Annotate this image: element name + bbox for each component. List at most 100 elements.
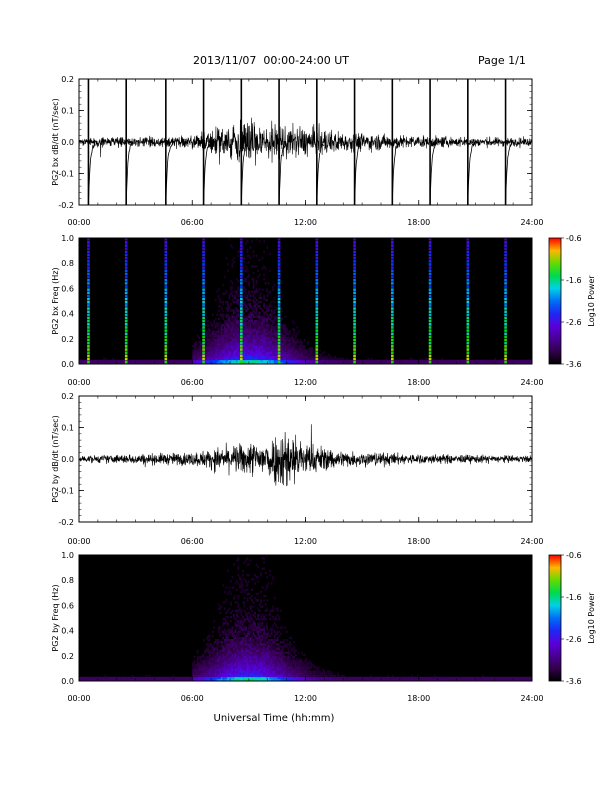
spectrogram-cell — [216, 336, 219, 340]
pulse-column-1-cell — [87, 247, 90, 250]
spectrogram-cell — [242, 666, 244, 669]
spectrogram-cell — [260, 340, 263, 344]
spectrogram-cell — [273, 334, 276, 337]
spectrogram-cell — [230, 303, 232, 306]
spectrogram-cell — [263, 664, 266, 667]
spectrogram-cell — [239, 666, 241, 669]
spectrogram-cell — [223, 643, 226, 646]
spectrogram-cell — [409, 359, 412, 363]
spectrogram-cell — [288, 662, 291, 665]
spectrogram-cell — [230, 670, 232, 673]
spectrogram-cell — [219, 334, 222, 337]
spectrogram-cell — [249, 324, 252, 327]
pulse-column-1-cell — [87, 345, 90, 348]
spectrogram-cell — [196, 349, 199, 352]
spectrogram-cell — [406, 361, 409, 365]
spectrogram-cell — [226, 305, 229, 308]
spectrogram-cell — [198, 668, 201, 671]
spectrogram-cell — [255, 674, 258, 678]
spectrogram-cell — [233, 359, 235, 363]
spectrogram-cell — [160, 361, 163, 365]
spectrogram-cell — [239, 660, 241, 663]
spectrogram-cell — [231, 674, 234, 678]
pulse-column-9-cell — [391, 263, 394, 266]
spectrogram-cell — [275, 639, 278, 642]
spectrogram-cell — [254, 657, 256, 661]
spectrogram-cell — [297, 357, 300, 361]
spectrogram-cell — [213, 330, 216, 333]
spectrogram-cell — [228, 649, 231, 652]
spectrogram-cell — [264, 613, 267, 617]
pulse-column-12-cell — [504, 338, 507, 342]
spectrogram-cell — [216, 674, 219, 678]
spectrogram-cell — [95, 361, 98, 365]
pulse-column-11-cell — [466, 319, 470, 323]
pulse-column-11-cell — [466, 263, 470, 266]
spectrogram-cell — [260, 632, 263, 636]
pulse-column-9-cell — [391, 338, 394, 342]
spectrogram-cell — [214, 670, 217, 673]
spectrogram-cell — [441, 359, 444, 363]
spectrogram-cell — [299, 361, 302, 365]
spectrogram-cell — [240, 632, 243, 636]
spectrogram-cell — [207, 361, 210, 365]
pulse-column-5-cell — [240, 335, 243, 339]
spectrogram-cell — [308, 359, 311, 363]
spectrogram-cell — [222, 349, 225, 352]
pulse-column-9-cell — [391, 345, 394, 348]
spectrogram-cell — [279, 324, 282, 327]
spectrogram-cell — [287, 345, 290, 348]
spectrogram-cell — [287, 359, 290, 363]
spectrogram-cell — [451, 359, 454, 363]
pulse-column-9-cell — [391, 238, 394, 241]
spectrogram-cell — [266, 309, 269, 312]
spectrogram-cell — [334, 359, 336, 363]
spectrogram-cell — [254, 307, 256, 310]
spectrogram-cell — [263, 334, 266, 337]
spectrogram-cell — [325, 361, 327, 365]
spectrogram-cell — [287, 668, 290, 671]
pulse-column-1-cell — [87, 354, 90, 358]
spectrogram-cell — [225, 615, 228, 619]
spectrogram-cell — [266, 660, 269, 663]
spectrogram-cell — [293, 678, 296, 682]
spectrogram-cell — [273, 305, 276, 308]
spectrogram-cell — [284, 361, 287, 365]
pulse-column-10-cell — [428, 348, 432, 351]
spectrogram-cell — [267, 326, 270, 329]
spectrogram-cell — [503, 359, 506, 363]
spectrogram-cell — [223, 340, 226, 344]
spectrogram-cell — [287, 351, 290, 354]
spectrogram-cell — [270, 361, 273, 365]
spectrogram-cell — [252, 672, 255, 675]
spectrogram-cell — [223, 292, 226, 295]
spectrogram-cell — [293, 355, 296, 358]
spectrogram-cell — [273, 322, 276, 325]
spectrogram-cell — [272, 649, 275, 652]
spectrogram-cell — [226, 340, 229, 344]
spectrogram-cell — [243, 618, 246, 621]
pulse-column-5-cell — [240, 345, 243, 348]
spectrogram-cell — [196, 361, 199, 365]
spectrogram-cell — [341, 359, 344, 363]
spectrogram-cell — [273, 641, 276, 644]
spectrogram-cell — [113, 361, 116, 365]
spectrogram-cell — [319, 357, 321, 361]
spectrogram-cell — [288, 353, 291, 356]
spectrogram-cell — [269, 359, 272, 363]
spectrogram-cell — [243, 660, 246, 663]
spectrogram-cell — [214, 664, 217, 667]
spectrogram-cell — [207, 351, 210, 354]
spectrogram-cell — [216, 643, 219, 646]
spectrogram-cell — [257, 580, 259, 583]
spectrogram-cell — [236, 317, 238, 321]
spectrogram-cell — [252, 330, 255, 333]
pulse-column-3-cell — [164, 310, 168, 313]
spectrogram-cell — [248, 666, 250, 669]
spectrogram-cell — [225, 634, 228, 638]
spectrogram-cell — [285, 340, 288, 344]
spectrogram-cell — [237, 670, 240, 673]
spectrogram-cell — [260, 645, 263, 648]
spectrogram-cell — [257, 343, 259, 346]
spectrogram-cell — [297, 353, 300, 356]
